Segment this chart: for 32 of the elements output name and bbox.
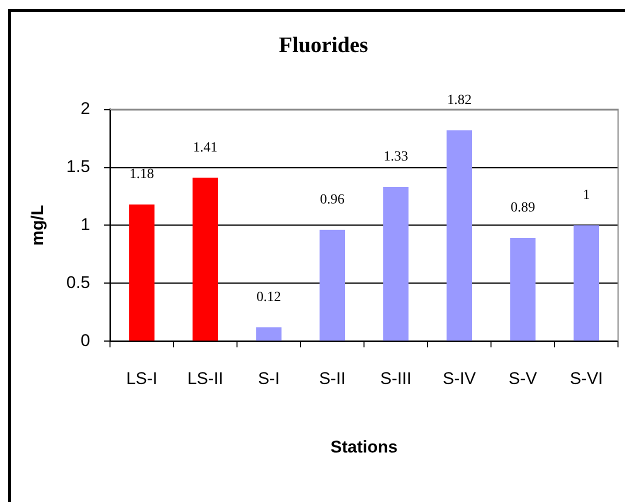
x-tick-label: S-II <box>319 369 346 388</box>
bar <box>256 327 282 341</box>
x-tick-label: S-IV <box>442 369 477 388</box>
bar <box>383 187 409 341</box>
data-label: 0.89 <box>510 200 536 216</box>
data-label: 0.96 <box>320 192 345 208</box>
bar <box>574 225 600 341</box>
data-label: 1.41 <box>193 140 218 156</box>
bar <box>320 230 346 341</box>
data-label: 1.33 <box>384 150 408 165</box>
chart-title: Fluorides <box>278 32 369 57</box>
data-label: 1.82 <box>447 92 472 108</box>
data-label: 1 <box>582 188 590 203</box>
data-label: 1.18 <box>130 167 154 182</box>
x-tick-label: LS-II <box>187 369 224 388</box>
x-tick-label: S-I <box>258 369 280 388</box>
y-tick-label: 2 <box>80 99 90 118</box>
x-tick-label: LS-I <box>126 369 158 388</box>
x-tick-label: S-VI <box>570 369 603 388</box>
bar <box>129 204 154 341</box>
bar <box>446 130 472 341</box>
y-tick-label: 0.5 <box>66 272 90 292</box>
bar <box>192 178 218 341</box>
y-tick-label: 0 <box>80 330 90 350</box>
x-axis-title: Stations <box>330 437 398 456</box>
x-tick-label: S-V <box>508 369 538 388</box>
y-tick-label: 1.5 <box>66 157 90 176</box>
y-tick-label: 1 <box>80 214 90 234</box>
x-tick-label: S-III <box>380 369 412 388</box>
bar <box>510 238 536 341</box>
data-label: 0.12 <box>256 290 282 305</box>
y-axis-title: mg/L <box>28 204 47 246</box>
